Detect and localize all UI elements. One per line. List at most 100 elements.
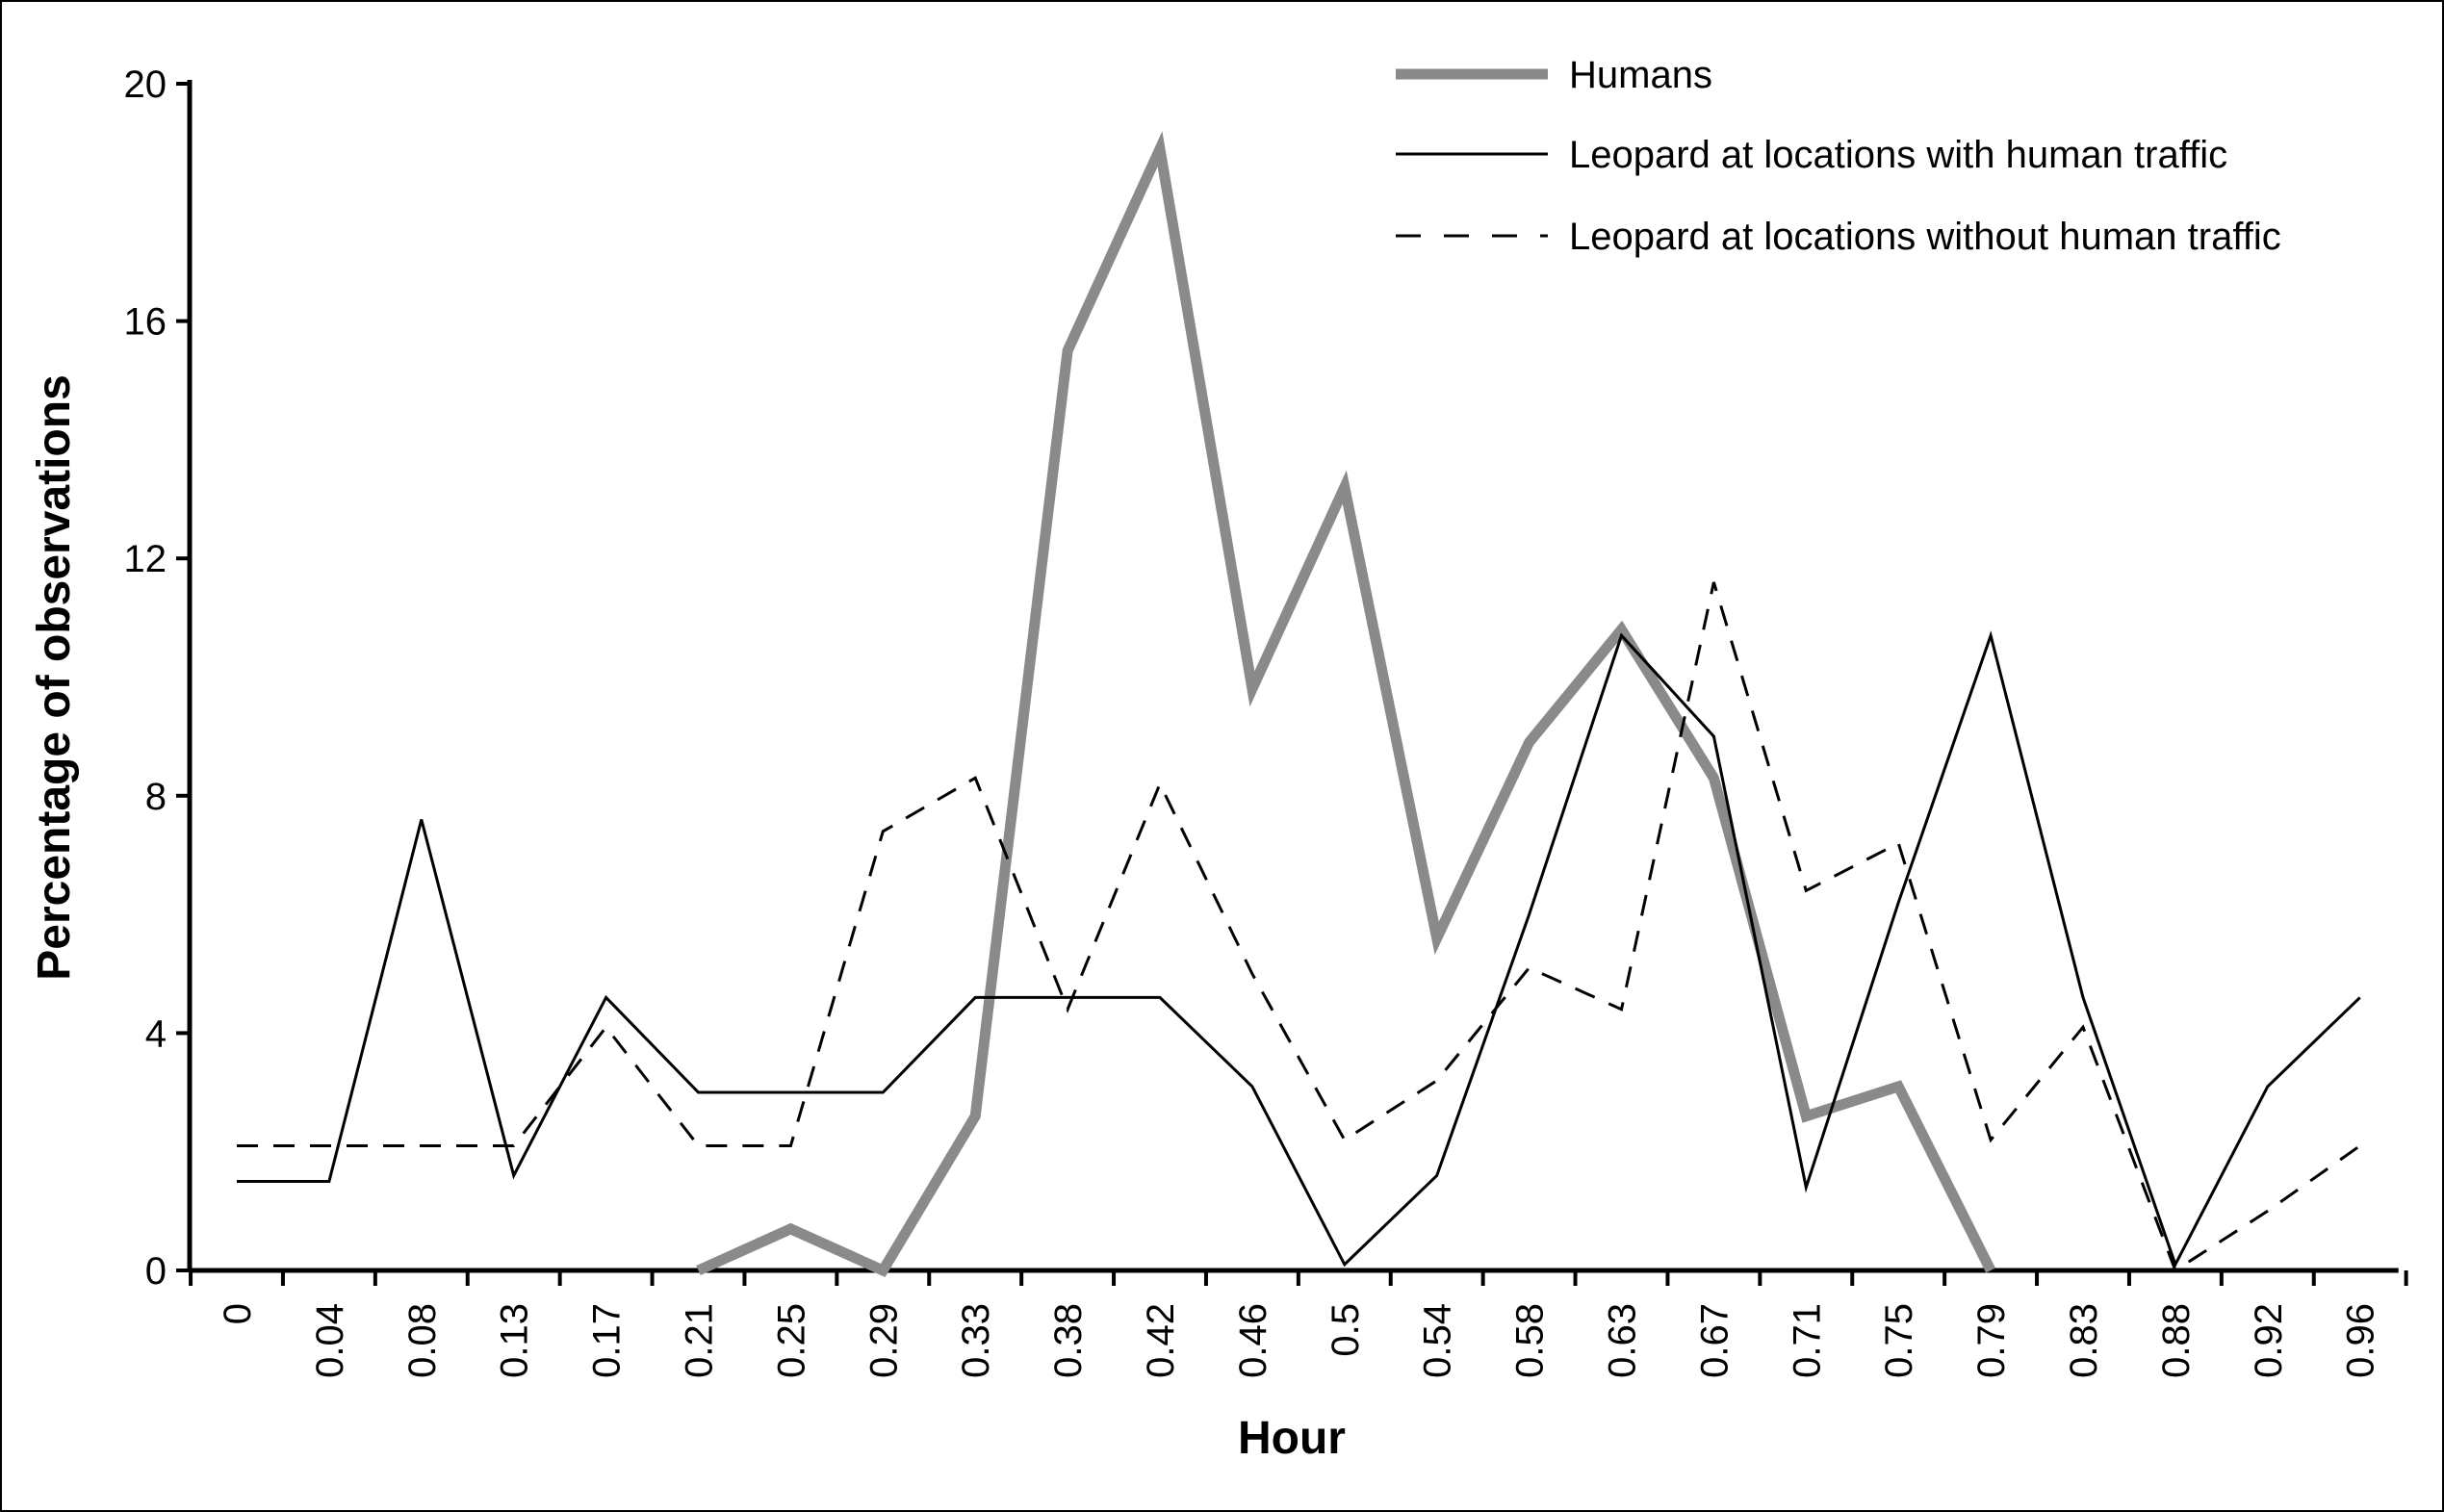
legend-label-leopard-with-traffic: Leopard at locations with human traffic bbox=[1569, 134, 2227, 176]
data-point-2 bbox=[2358, 1144, 2362, 1148]
x-tick-label: 0.92 bbox=[2248, 1303, 2290, 1378]
x-tick-label: 0.71 bbox=[1786, 1303, 1828, 1378]
x-tick-label: 0.88 bbox=[2155, 1303, 2198, 1378]
series-line-2 bbox=[237, 581, 2361, 1273]
data-point-1 bbox=[605, 995, 608, 999]
data-point-1 bbox=[2174, 1263, 2177, 1267]
data-point-2 bbox=[1435, 1079, 1439, 1083]
data-point-2 bbox=[1989, 1138, 1993, 1141]
x-tick-label: 0.75 bbox=[1878, 1303, 1920, 1378]
data-point-0 bbox=[973, 1115, 977, 1118]
data-point-1 bbox=[1620, 633, 1624, 637]
x-tick-label: 0.67 bbox=[1693, 1303, 1736, 1378]
x-tick-label: 0.04 bbox=[309, 1303, 351, 1378]
x-tick-label: 0.08 bbox=[401, 1303, 444, 1378]
data-point-1 bbox=[1343, 1263, 1347, 1267]
data-point-2 bbox=[2174, 1269, 2177, 1272]
data-point-0 bbox=[697, 1269, 701, 1272]
x-tick-label: 0.33 bbox=[955, 1303, 997, 1378]
data-point-0 bbox=[1620, 628, 1624, 631]
data-point-2 bbox=[235, 1144, 239, 1148]
x-tick-label: 0.21 bbox=[679, 1303, 721, 1378]
data-point-0 bbox=[881, 1269, 885, 1272]
data-point-0 bbox=[1343, 485, 1347, 489]
series-line-0 bbox=[696, 131, 1996, 1278]
data-point-2 bbox=[2081, 1025, 2085, 1029]
legend-label-humans: Humans bbox=[1569, 54, 1712, 96]
data-point-1 bbox=[697, 1090, 701, 1094]
data-point-2 bbox=[1620, 1008, 1624, 1012]
y-ticks: 0 4 8 12 16 20 bbox=[124, 64, 190, 1293]
x-tick-label: 0 bbox=[217, 1303, 259, 1324]
data-point-0 bbox=[1896, 1085, 1900, 1089]
data-point-1 bbox=[1158, 995, 1162, 999]
x-axis-title: Hour bbox=[1238, 1413, 1346, 1464]
x-tick-label: 0.83 bbox=[2063, 1303, 2105, 1378]
data-point-2 bbox=[1711, 580, 1715, 584]
x-tick-label: 0.25 bbox=[770, 1303, 812, 1378]
x-tick-label: 0.79 bbox=[1970, 1303, 2013, 1378]
data-point-2 bbox=[1804, 888, 1808, 892]
data-point-1 bbox=[2081, 995, 2085, 999]
x-tick-label: 0.38 bbox=[1047, 1303, 1090, 1378]
data-point-1 bbox=[1804, 1186, 1808, 1190]
data-point-1 bbox=[1250, 1085, 1254, 1089]
data-point-1 bbox=[1435, 1173, 1439, 1177]
legend: Humans Leopard at locations with human t… bbox=[1396, 54, 2281, 258]
x-tick-label: 0.13 bbox=[494, 1303, 536, 1378]
data-point-1 bbox=[788, 1090, 792, 1094]
data-point-2 bbox=[1896, 841, 1900, 845]
y-axis-title: Percentage of observations bbox=[29, 374, 80, 981]
y-tick-label: 0 bbox=[145, 1250, 167, 1293]
data-point-1 bbox=[2358, 995, 2362, 999]
data-point-1 bbox=[327, 1180, 331, 1184]
legend-item-humans: Humans bbox=[1396, 54, 1712, 96]
data-point-0 bbox=[788, 1227, 792, 1231]
data-point-1 bbox=[420, 817, 424, 821]
data-point-0 bbox=[1711, 776, 1715, 780]
data-point-2 bbox=[420, 1144, 424, 1148]
data-point-2 bbox=[327, 1144, 331, 1148]
data-point-2 bbox=[1158, 782, 1162, 785]
x-tick-label: 0.17 bbox=[586, 1303, 629, 1378]
legend-item-leopard-with-traffic: Leopard at locations with human traffic bbox=[1396, 134, 2227, 176]
data-point-0 bbox=[1250, 687, 1254, 691]
data-point-0 bbox=[1435, 936, 1439, 940]
y-tick-label: 8 bbox=[145, 776, 167, 818]
x-tick-label: 0.63 bbox=[1602, 1303, 1644, 1378]
series-line-1 bbox=[237, 630, 2361, 1269]
data-point-2 bbox=[1066, 1008, 1069, 1012]
y-tick-label: 4 bbox=[145, 1012, 167, 1055]
data-point-2 bbox=[605, 1025, 608, 1029]
data-point-1 bbox=[1896, 901, 1900, 905]
series-layer bbox=[235, 131, 2362, 1278]
x-tick-label: 0.96 bbox=[2340, 1303, 2382, 1378]
y-tick-label: 20 bbox=[124, 64, 167, 106]
x-ticks: 0 0.04 0.08 0.13 0.17 0.21 0.25 0.29 0.33 0.38 0.4… bbox=[189, 1270, 2408, 1378]
data-point-0 bbox=[1528, 740, 1531, 744]
data-point-1 bbox=[1066, 995, 1069, 999]
data-point-2 bbox=[1528, 966, 1531, 970]
data-point-1 bbox=[881, 1090, 885, 1094]
data-point-2 bbox=[697, 1144, 701, 1148]
data-point-2 bbox=[512, 1144, 516, 1148]
data-point-0 bbox=[1804, 1115, 1808, 1118]
data-point-2 bbox=[881, 830, 885, 833]
data-point-2 bbox=[973, 776, 977, 780]
x-tick-label: 0.54 bbox=[1417, 1303, 1459, 1378]
legend-label-leopard-without-traffic: Leopard at locations without human traff… bbox=[1569, 216, 2281, 258]
data-point-1 bbox=[512, 1173, 516, 1177]
x-tick-label: 0.29 bbox=[862, 1303, 905, 1378]
data-point-2 bbox=[2266, 1209, 2270, 1213]
data-point-1 bbox=[973, 995, 977, 999]
x-tick-label: 0.5 bbox=[1325, 1303, 1367, 1357]
data-point-0 bbox=[1066, 348, 1069, 352]
legend-item-leopard-without-traffic: Leopard at locations without human traff… bbox=[1396, 216, 2281, 258]
data-point-2 bbox=[1250, 972, 1254, 976]
data-point-0 bbox=[1989, 1269, 1993, 1272]
data-point-0 bbox=[1158, 147, 1162, 151]
data-point-1 bbox=[235, 1180, 239, 1184]
